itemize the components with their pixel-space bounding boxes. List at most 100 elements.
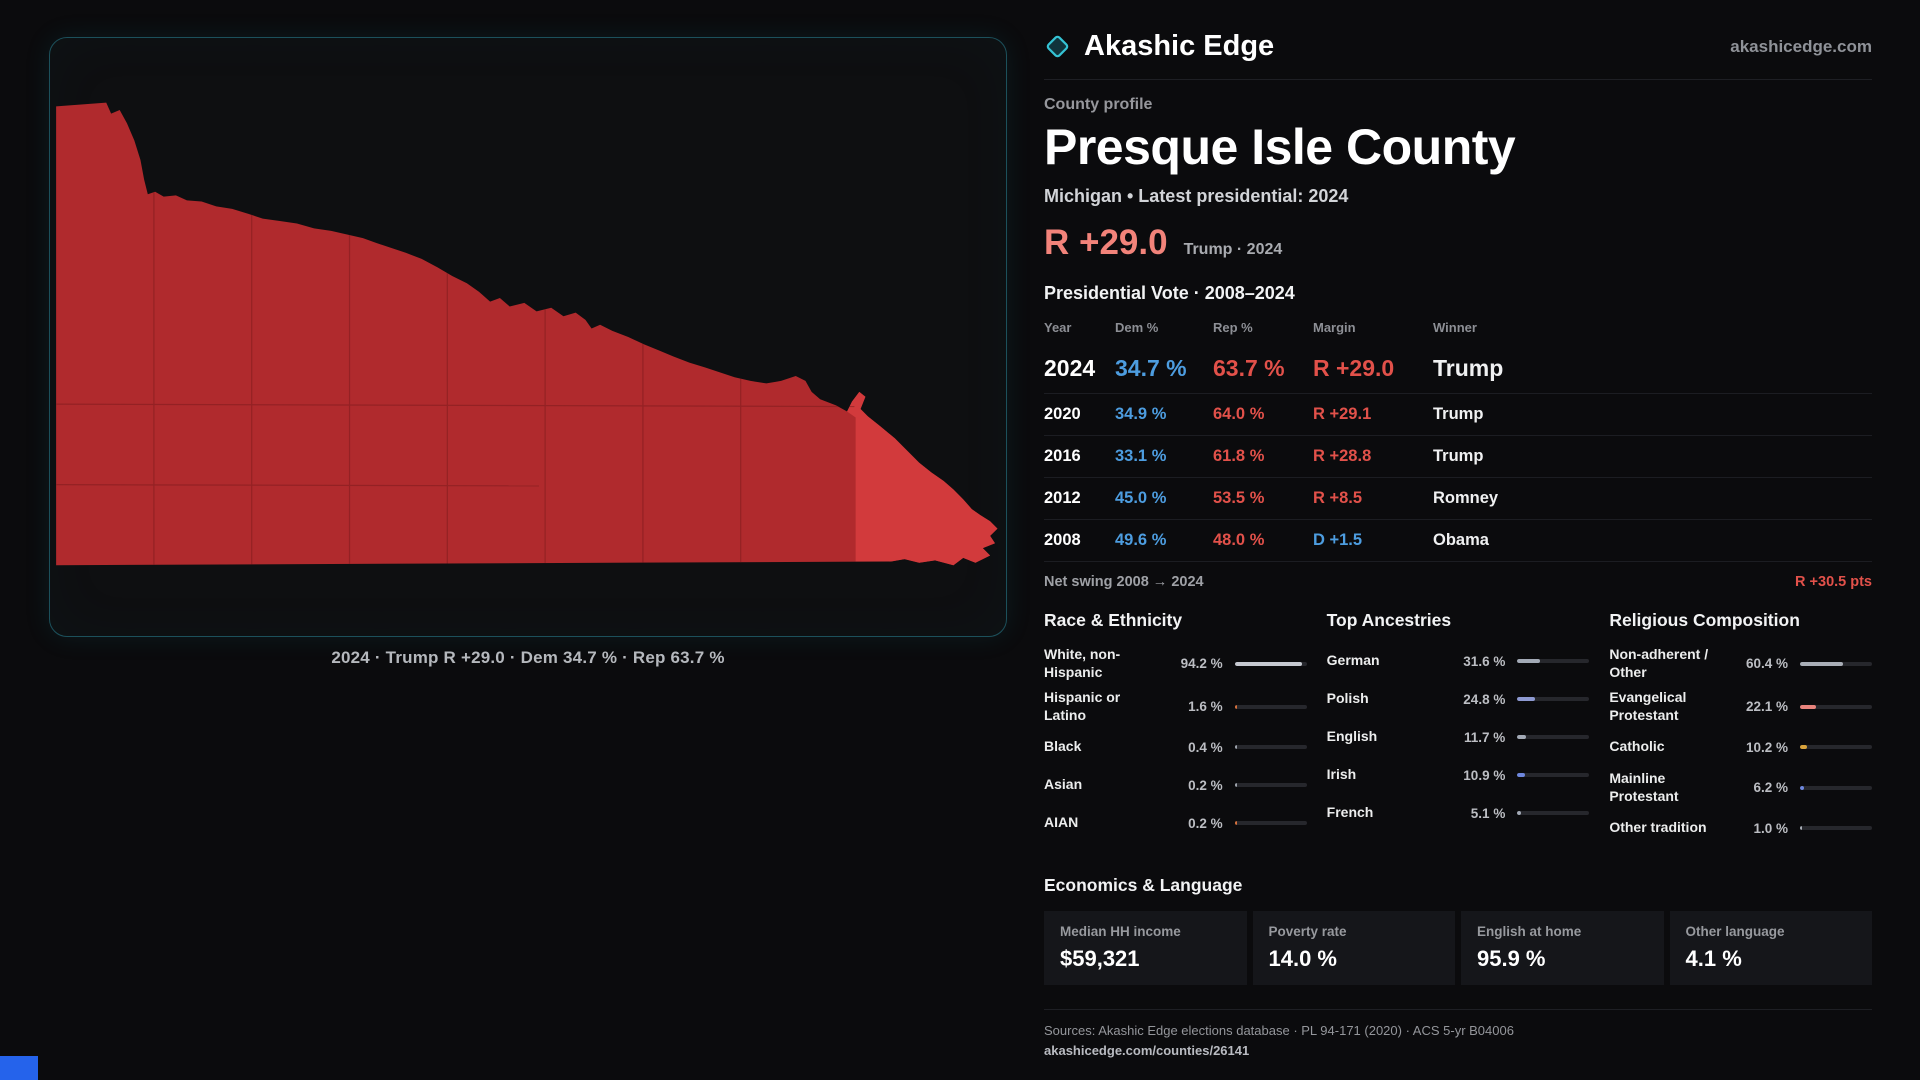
bar-fill (1517, 659, 1541, 663)
religion-row: Evangelical Protestant 22.1 % (1609, 689, 1872, 724)
col-header-margin: Margin (1313, 320, 1356, 335)
winner-cell: Trump (1433, 447, 1484, 465)
rep-cell: 48.0 % (1213, 531, 1265, 549)
bar-track (1799, 785, 1872, 790)
page-title: Presque Isle County (1044, 119, 1516, 175)
col-header-dem: Dem % (1115, 320, 1159, 335)
ancestries-column: Top Ancestries German 31.6 % Polish 24.8… (1327, 610, 1590, 851)
footer: Sources: Akashic Edge elections database… (1044, 1009, 1872, 1060)
economics-stats: Median HH income $59,321 Poverty rate 14… (1044, 911, 1872, 985)
year-cell: 2024 (1044, 355, 1096, 381)
township-boundaries (56, 191, 855, 566)
race-ethnicity-column: Race & Ethnicity White, non-Hispanic 94.… (1044, 610, 1307, 851)
corner-artifact (0, 1056, 38, 1080)
bar-fill (1234, 821, 1237, 825)
bar-fill (1234, 783, 1237, 787)
stat-card: English at home 95.9 % (1461, 911, 1664, 985)
winner-cell: Romney (1433, 489, 1499, 507)
vote-row-2016: 2016 33.1 % 61.8 % R +28.8 Trump (1044, 436, 1872, 478)
religion-column: Religious Composition Non-adherent / Oth… (1609, 610, 1872, 851)
county-highlight-township (847, 391, 998, 566)
net-swing-value: R +30.5 pts (1795, 574, 1872, 590)
bar-fill (1234, 745, 1237, 749)
dem-cell: 34.7 % (1115, 355, 1187, 381)
margin-cell: R +8.5 (1313, 489, 1363, 507)
county-map-panel[interactable] (49, 37, 1007, 637)
winner-cell: Trump (1433, 355, 1504, 381)
bar-fill (1799, 704, 1816, 709)
col-header-year: Year (1044, 320, 1072, 335)
bar-track (1799, 826, 1872, 830)
ancestry-row: Polish 24.8 % (1327, 684, 1590, 714)
vote-row-2020: 2020 34.9 % 64.0 % R +29.1 Trump (1044, 394, 1872, 436)
dem-cell: 33.1 % (1115, 447, 1167, 465)
year-cell: 2012 (1044, 489, 1081, 507)
demographics-section: Race & Ethnicity White, non-Hispanic 94.… (1044, 610, 1872, 851)
bar-fill (1234, 661, 1303, 666)
bar-fill (1234, 704, 1237, 709)
col-header-winner: Winner (1433, 320, 1477, 335)
domain-link[interactable]: akashicedge.com (1730, 36, 1872, 56)
bar-track (1799, 745, 1872, 749)
race-row: Black 0.4 % (1044, 732, 1307, 762)
net-swing-label: Net swing 2008 → 2024 (1044, 574, 1204, 590)
net-swing-row: Net swing 2008 → 2024 R +30.5 pts (1044, 574, 1872, 590)
map-caption: 2024 · Trump R +29.0 · Dem 34.7 % · Rep … (331, 648, 725, 667)
bar-track (1517, 773, 1590, 777)
brand-name: Akashic Edge (1084, 30, 1275, 62)
bar-fill (1517, 773, 1526, 777)
headline-margin-row: R +29.0 Trump · 2024 (1044, 223, 1872, 263)
bar-fill (1517, 697, 1536, 701)
county-url-link[interactable]: akashicedge.com/counties/26141 (1044, 1043, 1250, 1058)
race-row: Asian 0.2 % (1044, 770, 1307, 800)
bar-track (1517, 735, 1590, 739)
dem-cell: 34.9 % (1115, 405, 1167, 423)
col-header-rep: Rep % (1213, 320, 1253, 335)
app-header: Akashic Edge akashicedge.com (1044, 30, 1872, 80)
religion-section-title: Religious Composition (1609, 610, 1800, 630)
bar-track (1234, 821, 1307, 825)
race-row: Hispanic or Latino 1.6 % (1044, 689, 1307, 724)
profile-panel: Akashic Edge akashicedge.com County prof… (1044, 30, 1872, 1060)
margin-cell: R +28.8 (1313, 447, 1372, 465)
ancestries-section-title: Top Ancestries (1326, 610, 1452, 630)
county-shape (56, 102, 998, 566)
margin-cell: R +29.1 (1313, 405, 1372, 423)
dem-cell: 45.0 % (1115, 489, 1167, 507)
rep-cell: 61.8 % (1213, 447, 1265, 465)
rep-cell: 63.7 % (1213, 355, 1285, 381)
bar-track (1799, 704, 1872, 709)
ancestry-row: English 11.7 % (1327, 722, 1590, 752)
margin-cell: D +1.5 (1313, 531, 1363, 549)
bar-track (1234, 704, 1307, 709)
bar-track (1517, 659, 1590, 663)
rep-cell: 64.0 % (1213, 405, 1265, 423)
stat-card: Other language 4.1 % (1669, 911, 1872, 985)
rep-cell: 53.5 % (1213, 489, 1265, 507)
diamond-logo-icon (1044, 33, 1071, 60)
religion-row: Non-adherent / Other 60.4 % (1609, 646, 1872, 681)
religion-row: Mainline Protestant 6.2 % (1609, 770, 1872, 805)
stat-card: Poverty rate 14.0 % (1252, 911, 1455, 985)
vote-row-2024: 2024 34.7 % 63.7 % R +29.0 Trump (1044, 344, 1872, 394)
bar-track (1234, 745, 1307, 749)
county-map (56, 102, 998, 566)
year-cell: 2016 (1044, 447, 1081, 465)
bar-fill (1517, 735, 1526, 739)
brand: Akashic Edge (1044, 30, 1274, 63)
bar-track (1517, 697, 1590, 701)
sources-line: Sources: Akashic Edge elections database… (1044, 1023, 1514, 1038)
bar-fill (1799, 745, 1808, 749)
religion-row: Other tradition 1.0 % (1609, 813, 1872, 843)
race-row: White, non-Hispanic 94.2 % (1044, 646, 1307, 681)
winner-cell: Trump (1433, 405, 1484, 423)
religion-row: Catholic 10.2 % (1609, 732, 1872, 762)
bar-fill (1799, 785, 1805, 790)
economics-section-title: Economics & Language (1044, 875, 1243, 895)
bar-track (1517, 811, 1590, 815)
vote-row-2012: 2012 45.0 % 53.5 % R +8.5 Romney (1044, 478, 1872, 520)
headline-margin-note: Trump · 2024 (1183, 241, 1283, 258)
headline-margin: R +29.0 (1044, 223, 1168, 262)
race-section-title: Race & Ethnicity (1044, 610, 1183, 630)
bar-fill (1517, 811, 1521, 815)
